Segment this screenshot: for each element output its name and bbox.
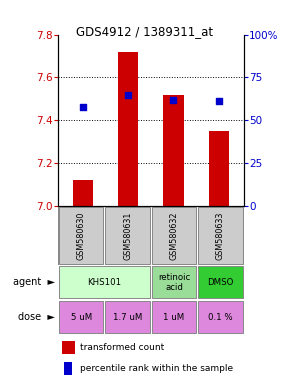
Text: 1.7 uM: 1.7 uM [113,313,142,322]
Text: DMSO: DMSO [207,278,233,287]
Bar [64,362,72,375]
Text: 5 uM: 5 uM [70,313,92,322]
Text: dose  ►: dose ► [18,312,55,322]
Bar [105,301,150,333]
Text: GSM580633: GSM580633 [216,211,225,260]
Bar [198,301,243,333]
Bar [198,207,243,264]
Point [126,91,130,98]
Bar [209,131,229,206]
Text: 0.1 %: 0.1 % [208,313,233,322]
Text: GDS4912 / 1389311_at: GDS4912 / 1389311_at [77,25,213,38]
Text: percentile rank within the sample: percentile rank within the sample [80,364,233,373]
Text: GSM580630: GSM580630 [77,211,86,260]
Point [216,98,221,104]
Bar [163,94,184,206]
Text: 1 uM: 1 uM [163,313,185,322]
Bar [59,207,104,264]
Bar [152,207,196,264]
Text: retinoic
acid: retinoic acid [158,273,190,292]
Text: transformed count: transformed count [80,343,164,352]
Bar [73,180,93,206]
Bar [152,266,196,298]
Text: GSM580631: GSM580631 [123,211,132,260]
Bar [59,301,104,333]
Text: GSM580632: GSM580632 [169,211,179,260]
Bar [152,301,196,333]
Bar [59,266,150,298]
Point [171,97,176,103]
Bar [118,52,138,206]
Bar [105,207,150,264]
Text: KHS101: KHS101 [87,278,122,287]
Text: agent  ►: agent ► [13,277,55,287]
Point [81,104,85,110]
Bar [198,266,243,298]
Bar [62,341,75,354]
